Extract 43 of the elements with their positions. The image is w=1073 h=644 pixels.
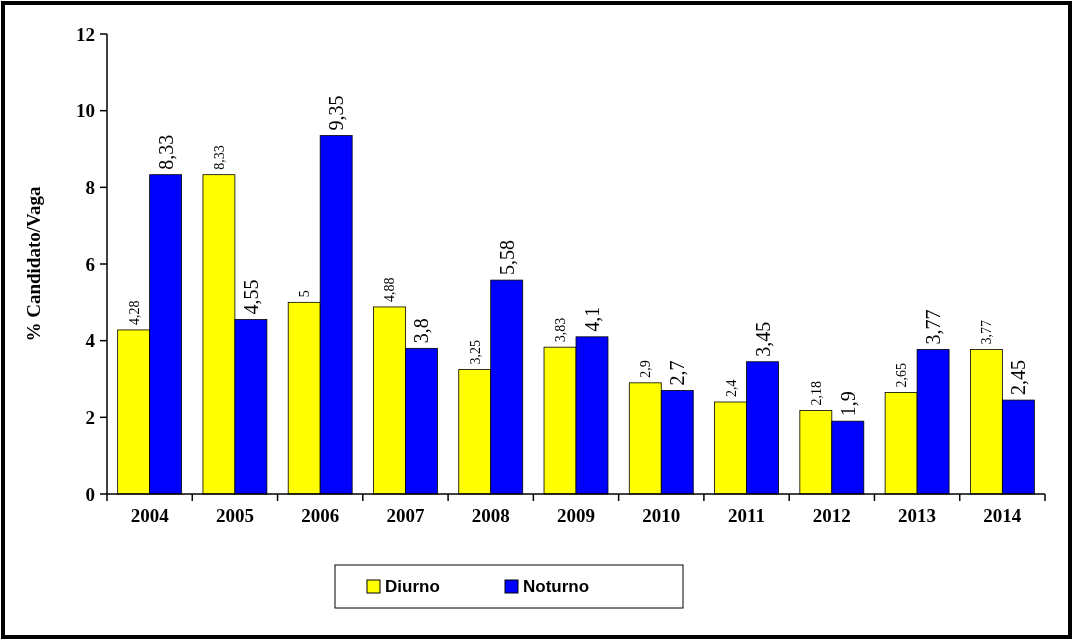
data-label: 2,65 [894,362,910,388]
y-tick-label: 10 [76,100,95,122]
data-label: 2,4 [723,379,739,397]
data-label: 1,9 [836,391,859,417]
data-label: 4,88 [382,277,398,302]
data-label: 2,7 [666,360,689,386]
x-tick-label: 2010 [642,505,681,526]
data-label: 3,83 [553,317,569,343]
y-axis-title: % Candidato/Vaga [23,185,44,342]
data-label: 9,35 [325,95,348,131]
x-tick-label: 2011 [728,505,766,526]
data-label: 3,45 [751,321,774,357]
data-label: 3,8 [410,318,433,344]
data-label: 2,18 [808,380,824,406]
y-tick-label: 4 [85,330,96,352]
data-label: 4,28 [126,300,142,325]
data-label: 3,77 [979,319,995,345]
y-tick-label: 12 [76,23,95,45]
data-label: 2,9 [638,360,654,378]
legend-label: Diurno [385,577,440,596]
x-tick-label: 2004 [130,505,170,526]
data-label: 8,33 [154,134,177,170]
x-tick-label: 2008 [471,505,510,526]
x-tick-label: 2006 [301,505,340,526]
y-tick-label: 2 [85,406,95,428]
y-tick-label: 8 [85,176,95,198]
y-tick-label: 0 [85,483,95,505]
y-tick-label: 6 [85,253,95,275]
data-label: 4,1 [580,306,603,332]
data-label: 5,58 [495,240,518,276]
x-tick-label: 2013 [898,505,937,526]
x-tick-label: 2005 [215,505,254,526]
legend-label: Noturno [523,577,590,596]
x-tick-label: 2014 [983,505,1022,526]
data-label: 5 [297,290,313,298]
data-label: 2,45 [1007,360,1030,396]
data-label: 8,33 [211,145,227,170]
data-label: 4,55 [239,279,262,315]
data-label: 3,77 [922,309,945,345]
data-label: 3,25 [467,339,483,365]
x-tick-label: 2012 [812,505,851,526]
x-tick-label: 2009 [557,505,595,526]
x-tick-label: 2007 [386,505,425,526]
